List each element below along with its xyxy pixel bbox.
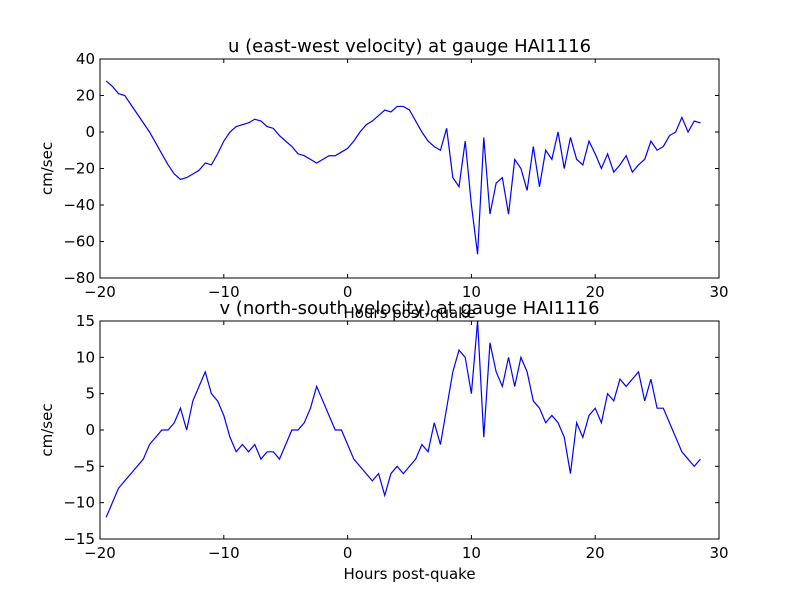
x-tick-label: −20: [84, 544, 116, 562]
data-line: [105, 320, 701, 518]
y-tick-label: −20: [63, 160, 95, 178]
data-line: [105, 80, 701, 255]
y-tick-label: 15: [76, 312, 95, 330]
plot-area: [100, 321, 719, 539]
y-tick-label: −60: [63, 233, 95, 251]
axes-title: v (north-south velocity) at gauge HAI111…: [219, 298, 599, 319]
y-tick-label: −5: [73, 457, 95, 475]
y-tick-label: −15: [63, 530, 95, 548]
y-tick-label: −80: [63, 269, 95, 287]
y-axis-label: cm/sec: [38, 403, 56, 456]
y-tick-label: −10: [63, 494, 95, 512]
y-tick-label: 0: [85, 421, 95, 439]
y-tick-label: 40: [76, 50, 95, 68]
axes-title: u (east-west velocity) at gauge HAI1116: [228, 36, 591, 57]
x-tick-label: 0: [343, 283, 353, 301]
x-tick-label: 30: [709, 283, 728, 301]
x-tick-label: 20: [586, 283, 605, 301]
y-tick-label: 20: [76, 87, 95, 105]
y-tick-label: 5: [85, 385, 95, 403]
x-tick-label: 10: [462, 283, 481, 301]
plot-area: [100, 59, 719, 278]
x-axis-label: Hours post-quake: [343, 565, 475, 583]
x-tick-label: 30: [709, 544, 728, 562]
y-tick-label: 10: [76, 348, 95, 366]
y-axis-label: cm/sec: [38, 142, 56, 195]
x-tick-label: 10: [462, 544, 481, 562]
x-tick-label: 0: [343, 544, 353, 562]
y-tick-label: 0: [85, 123, 95, 141]
x-axis-label: Hours post-quake: [343, 304, 475, 322]
y-tick-label: −40: [63, 196, 95, 214]
x-tick-label: −20: [84, 283, 116, 301]
x-tick-label: 20: [586, 544, 605, 562]
x-tick-label: −10: [208, 544, 240, 562]
x-tick-label: −10: [208, 283, 240, 301]
